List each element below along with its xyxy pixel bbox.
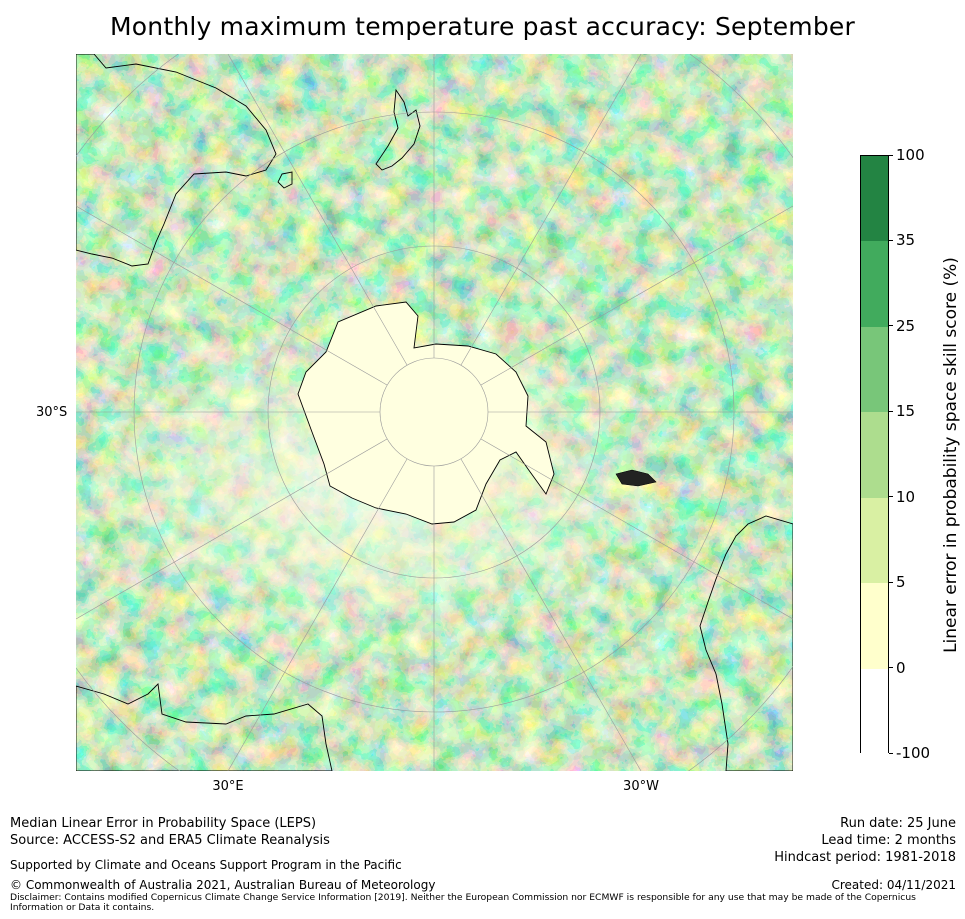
skill-map xyxy=(76,54,793,771)
colorbar-label: Linear error in probability space skill … xyxy=(941,257,961,653)
footer-disclaimer-line-2: Information or Data it contains. xyxy=(10,902,155,913)
colorbar-tick-mark xyxy=(889,667,893,669)
colorbar-tick-label: 0 xyxy=(896,658,906,677)
footer-source: Source: ACCESS-S2 and ERA5 Climate Reana… xyxy=(10,833,330,848)
created-date: Created: 04/11/2021 xyxy=(831,878,956,892)
colorbar-tick-mark xyxy=(889,154,893,156)
lead-time: Lead time: 2 months xyxy=(821,833,956,848)
colorbar-tick-label: 10 xyxy=(896,487,916,506)
colorbar-tick-mark xyxy=(889,496,893,498)
colorbar-segment xyxy=(861,326,888,413)
footer-copyright: © Commonwealth of Australia 2021, Austra… xyxy=(10,878,436,892)
footer-method: Median Linear Error in Probability Space… xyxy=(10,816,317,831)
colorbar-segment xyxy=(861,156,888,242)
antarctica-landmass xyxy=(297,301,555,525)
colorbar-segment xyxy=(861,241,888,327)
lon-label-30w: 30°W xyxy=(623,779,659,794)
tasmania-landmass xyxy=(277,171,293,189)
colorbar-tick-mark xyxy=(889,410,893,412)
footer-disclaimer-line-1: Disclaimer: Contains modified Copernicus… xyxy=(10,892,916,903)
footer-support: Supported by Climate and Oceans Support … xyxy=(10,858,402,872)
falkland-islands xyxy=(615,469,657,487)
colorbar-segment xyxy=(861,583,888,669)
colorbar-tick-mark xyxy=(889,325,893,327)
lon-label-30e: 30°E xyxy=(212,779,244,794)
hindcast-period: Hindcast period: 1981-2018 xyxy=(774,850,956,865)
colorbar-segment xyxy=(861,668,888,754)
colorbar-tick-label: 5 xyxy=(896,573,906,592)
run-date: Run date: 25 June xyxy=(840,816,956,831)
new-zealand-landmass xyxy=(375,88,421,171)
colorbar-tick-label: 15 xyxy=(896,402,916,421)
graticule xyxy=(76,54,793,771)
colorbar-tick-mark xyxy=(889,581,893,583)
colorbar xyxy=(860,155,889,754)
colorbar-tick-label: -100 xyxy=(896,744,931,762)
colorbar-segment xyxy=(861,412,888,498)
skill-map-canvas xyxy=(76,54,793,771)
australia-landmass xyxy=(76,54,277,267)
lat-label-30s: 30°S xyxy=(36,405,68,420)
colorbar-tick-mark xyxy=(889,752,893,754)
map-title: Monthly maximum temperature past accurac… xyxy=(110,12,855,41)
south-america-landmass xyxy=(699,515,793,771)
colorbar-segment xyxy=(861,497,888,584)
colorbar-tick-label: 25 xyxy=(896,316,916,335)
colorbar-tick-label: 35 xyxy=(896,231,916,250)
colorbar-tick-mark xyxy=(889,239,893,241)
africa-landmass xyxy=(76,683,333,771)
colorbar-tick-label: 100 xyxy=(896,146,925,164)
